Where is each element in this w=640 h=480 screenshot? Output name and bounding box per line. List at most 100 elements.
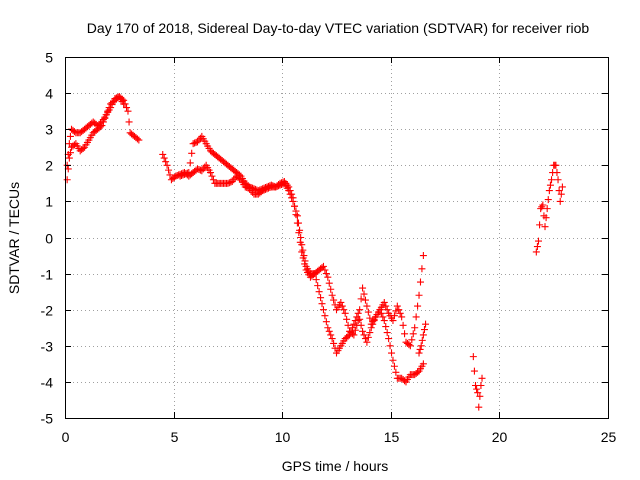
data-point [327,331,335,339]
y-tick-label: 5 [45,50,53,66]
data-point [473,385,481,393]
data-point [292,211,300,219]
data-point [315,288,323,296]
data-point [418,265,426,273]
data-point [366,314,374,322]
data-point [386,342,394,350]
data-point [344,332,352,340]
data-point [536,221,544,229]
data-point [356,315,364,323]
data-point [470,367,478,375]
data-point [207,169,215,177]
series-late-rise [532,161,566,256]
data-point [419,360,427,368]
data-point [557,190,565,198]
grid [65,57,608,418]
data-point [260,184,268,192]
data-point [534,237,542,245]
series-night-dip [469,353,486,411]
data-point [398,313,406,321]
data-point [120,100,128,108]
data-point [314,282,322,290]
data-point [105,104,113,112]
data-point [195,166,203,174]
data-point [322,270,330,278]
data-point [348,330,356,338]
data-point [357,295,365,303]
data-point [319,306,327,314]
data-point [159,150,167,158]
data-point [286,187,294,195]
data-point [182,170,190,178]
data-point [114,94,122,102]
data-point [325,279,333,287]
data-point [392,368,400,376]
series-lower-morning-branch [63,93,128,184]
data-point [415,291,423,299]
data-point [125,118,133,126]
data-point [257,185,265,193]
data-point [337,298,345,306]
data-point [324,273,332,281]
series-evening-tail [415,320,430,357]
data-point [546,181,554,189]
y-tick-label: 1 [45,194,53,210]
data-point [285,183,293,191]
data-point [396,309,404,317]
data-point [383,306,391,314]
data-point [405,341,413,349]
data-point [256,186,264,194]
data-point [363,338,371,346]
data-point [250,185,258,193]
data-point [533,243,541,251]
data-point [415,349,423,357]
data-point [325,327,333,335]
data-point [327,285,335,293]
data-point [288,190,296,198]
x-tick-label: 20 [492,429,508,445]
data-point [340,306,348,314]
x-tick-label: 15 [384,429,400,445]
data-point [545,187,553,195]
data-point [477,382,485,390]
data-point [321,266,329,274]
data-point [416,345,424,353]
data-point [344,321,352,329]
data-point [176,172,184,180]
data-point [279,178,287,186]
y-tick-label: 4 [45,86,53,102]
data-point [543,205,551,213]
data-point [539,201,547,209]
data-point [178,172,186,180]
data-point [277,179,285,187]
data-point [380,317,388,325]
data-point [382,302,390,310]
data-point [552,161,560,169]
data-point [317,294,325,302]
data-point [328,291,336,299]
data-point [354,309,362,317]
data-point [102,111,110,119]
data-point [379,313,387,321]
x-tick-label: 0 [62,429,70,445]
data-point [209,176,217,184]
data-point [301,260,309,268]
data-point [351,326,359,334]
data-point [343,315,351,323]
data-point [70,141,78,149]
data-point [475,403,483,411]
data-point [191,139,199,147]
data-point [186,159,194,167]
data-point [124,107,132,115]
axis-ticks [65,57,609,419]
data-point [133,135,141,143]
data-point [390,312,398,320]
data-point [353,321,361,329]
data-point [359,284,367,292]
data-point [235,171,243,179]
data-point [388,349,396,357]
data-point [246,183,254,191]
data-point [189,140,197,148]
y-tick-label: 3 [45,122,53,138]
